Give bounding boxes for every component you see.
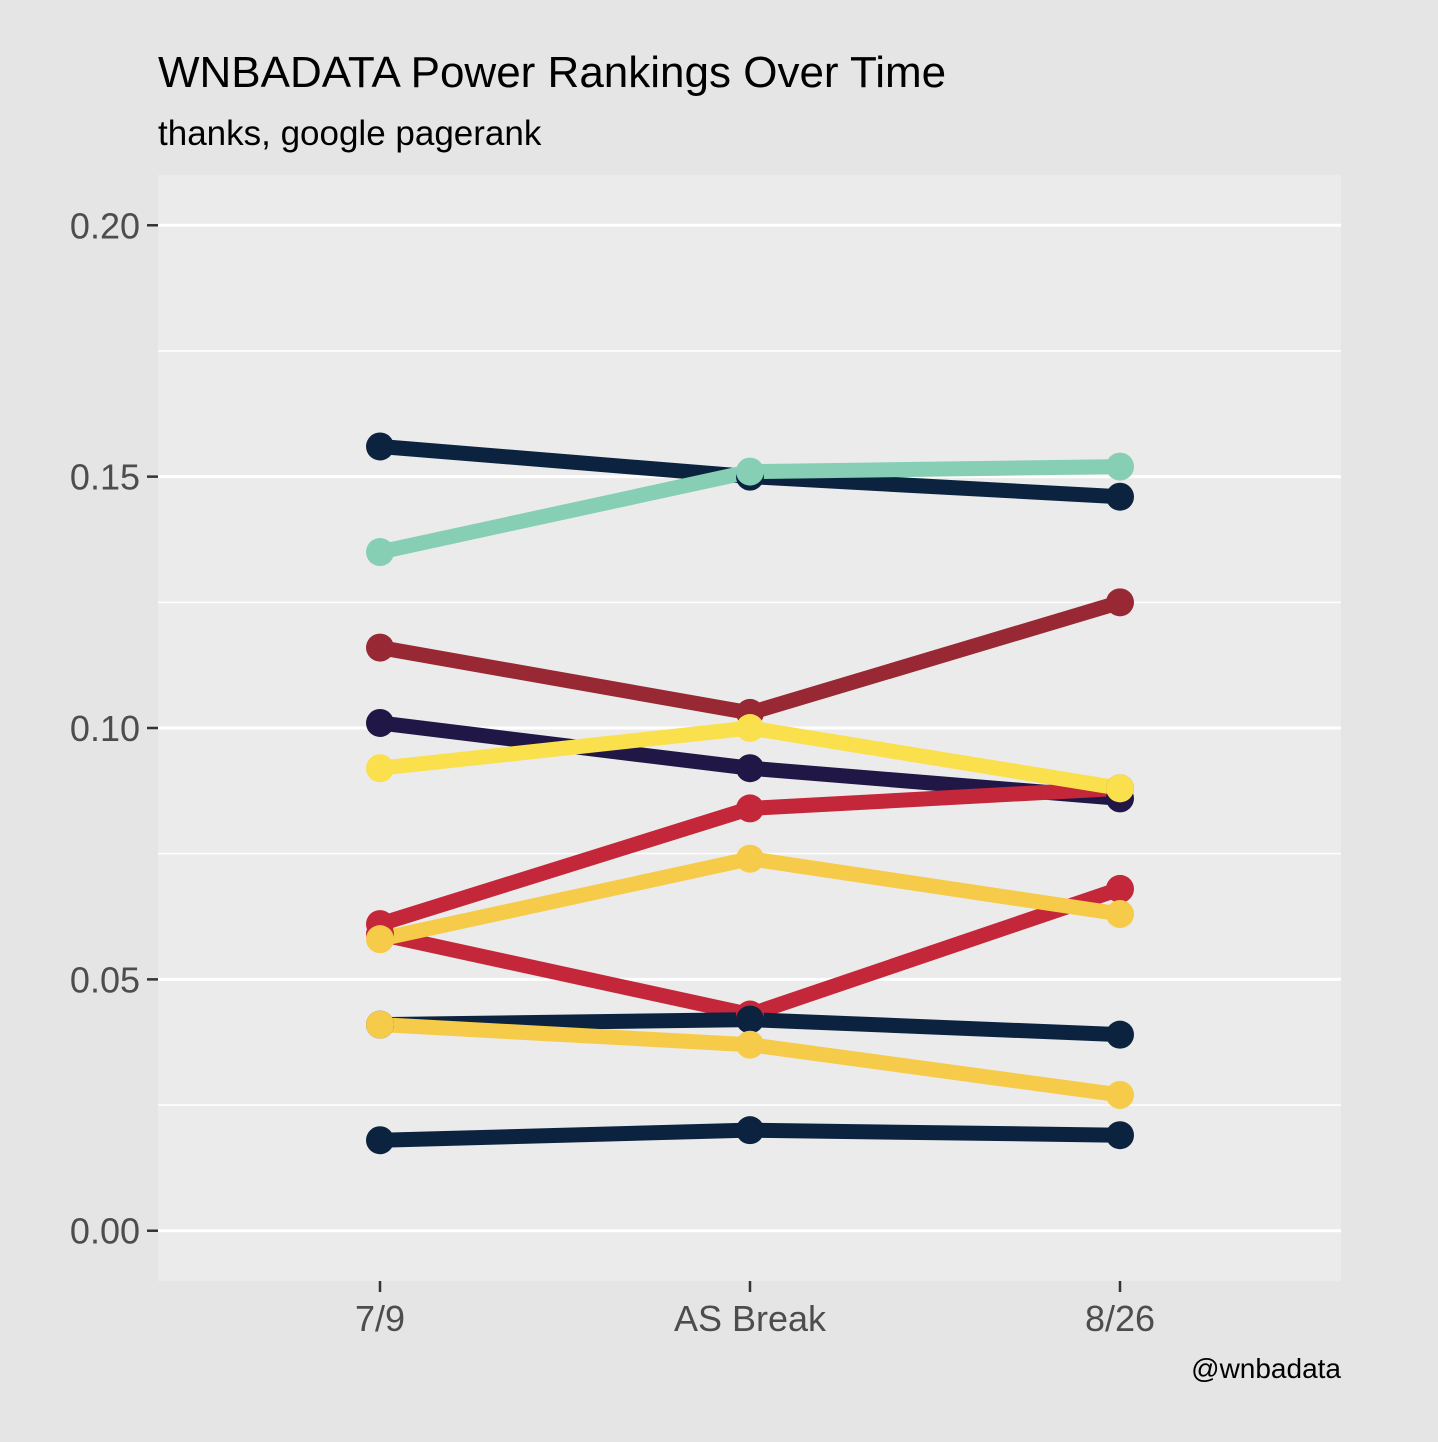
data-point-6-2 [736,714,764,742]
data-point-2-2 [736,457,764,486]
data-point-11-1 [366,1126,394,1155]
data-point-4-2 [736,754,764,783]
data-point-1-1 [366,432,394,461]
series-group [366,432,1134,1155]
data-point-10-3 [1106,1080,1134,1109]
chart-subtitle: thanks, google pagerank [158,114,542,153]
data-point-7-3 [1106,874,1134,903]
data-point-10-1 [366,1010,394,1039]
axes: 0.00 0.05 0.10 0.15 0.20 7/9 AS Break 8/26 [70,205,1155,1339]
x-tick-label: AS Break [674,1298,827,1339]
data-point-9-2 [736,1005,764,1034]
data-point-11-3 [1106,1121,1134,1150]
x-tick-label: 7/9 [355,1298,405,1339]
data-point-5-2 [736,794,764,823]
data-point-8-1 [366,925,394,954]
data-point-2-1 [366,538,394,567]
data-point-9-3 [1106,1020,1134,1049]
data-point-3-1 [366,633,394,662]
x-tick-label: 8/26 [1085,1298,1155,1339]
data-point-10-2 [736,1030,764,1059]
data-point-6-3 [1106,774,1134,803]
data-point-8-2 [736,844,764,873]
y-tick-label: 0.05 [70,959,140,1000]
y-tick-label: 0.10 [70,708,140,749]
y-tick-label: 0.20 [70,205,140,246]
chart-caption: @wnbadata [1191,1353,1341,1384]
y-tick-label: 0.00 [70,1211,140,1252]
data-point-6-1 [366,754,394,783]
y-tick-label: 0.15 [70,457,140,498]
data-point-3-3 [1106,588,1134,617]
data-point-4-1 [366,708,394,737]
data-point-8-3 [1106,900,1134,929]
data-point-1-3 [1106,482,1134,511]
data-point-2-3 [1106,452,1134,481]
data-point-11-2 [736,1116,764,1145]
chart-title: WNBADATA Power Rankings Over Time [158,48,947,97]
